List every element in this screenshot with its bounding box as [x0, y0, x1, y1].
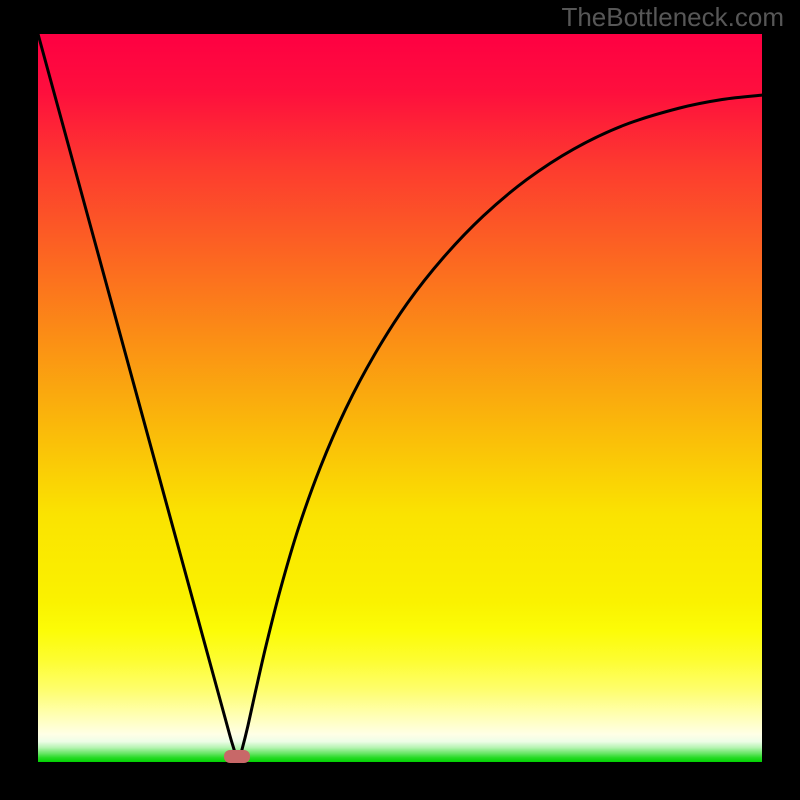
- bottleneck-curve: [38, 34, 762, 762]
- chart-canvas: TheBottleneck.com: [0, 0, 800, 800]
- curve-path: [38, 34, 762, 762]
- plot-area: [38, 34, 762, 762]
- watermark-text: TheBottleneck.com: [561, 2, 784, 33]
- minimum-marker: [224, 750, 250, 763]
